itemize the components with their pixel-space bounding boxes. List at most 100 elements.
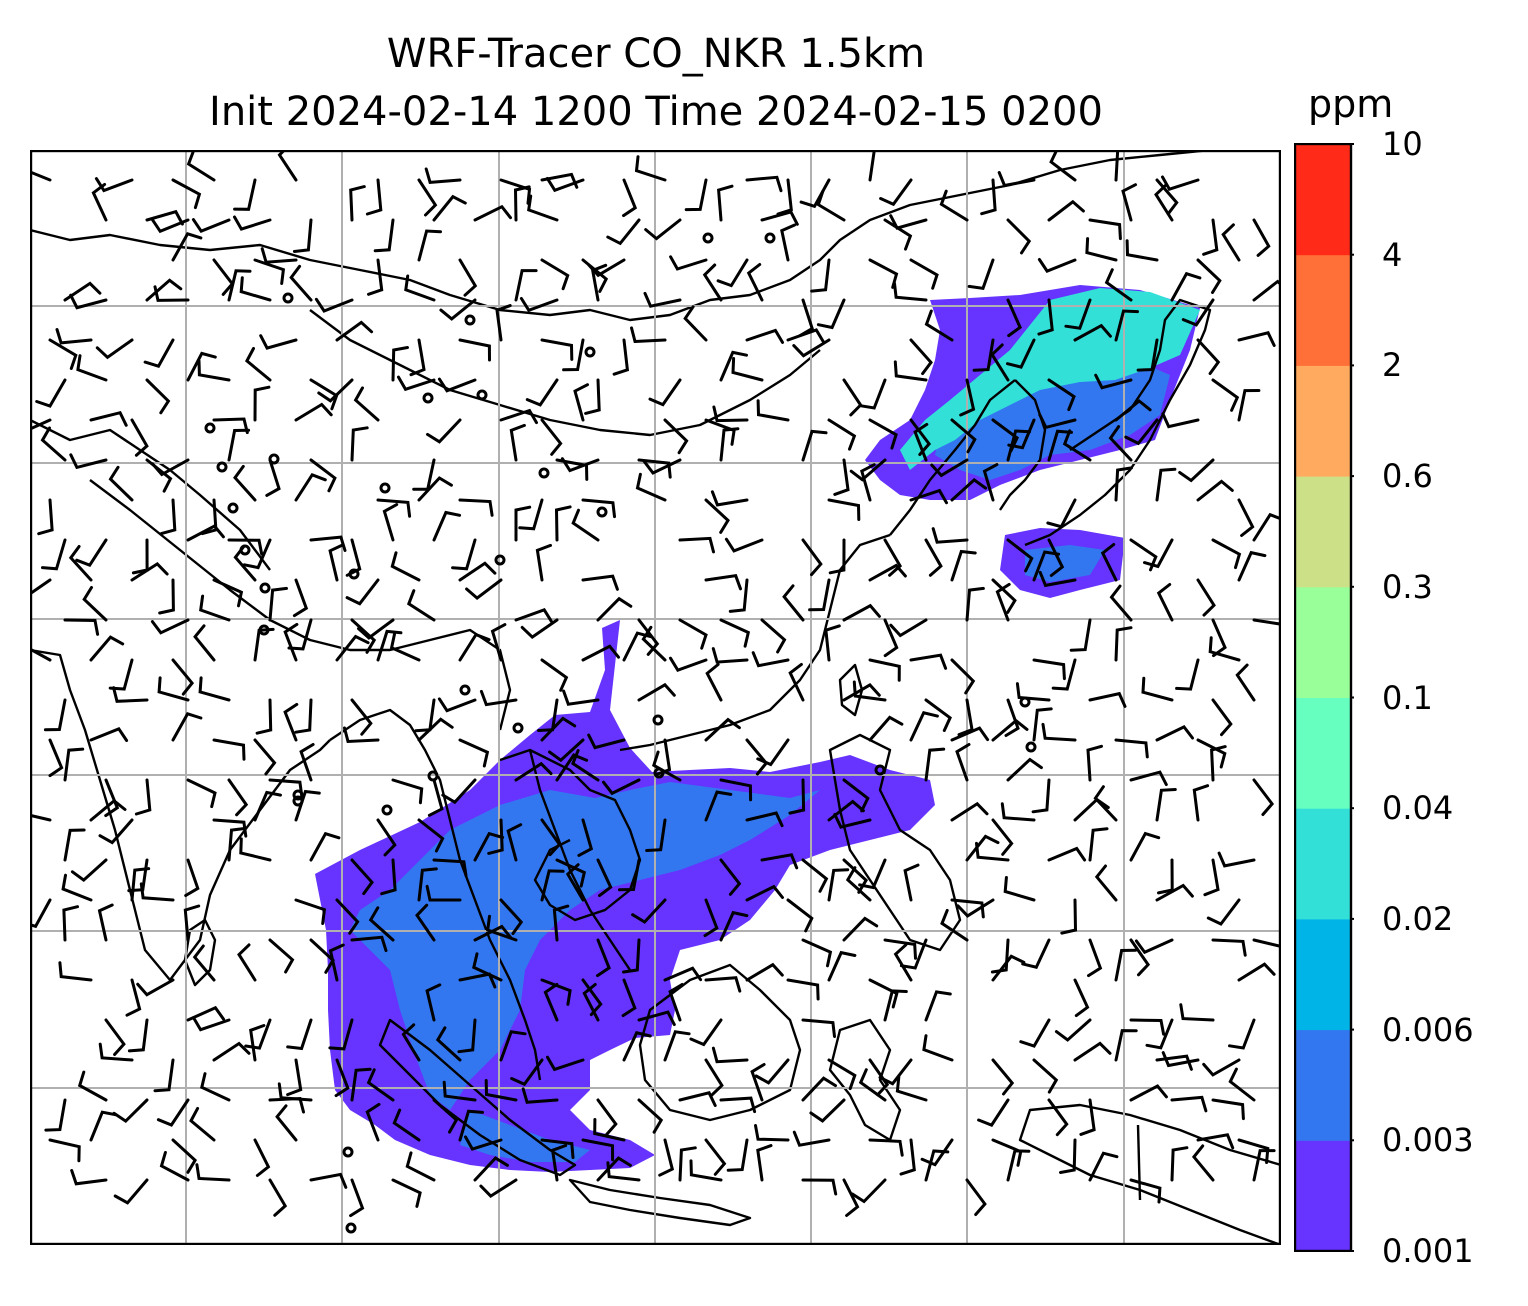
wind-barb xyxy=(495,304,512,342)
wind-barb xyxy=(780,223,797,262)
wind-barb xyxy=(212,818,248,838)
wind-barb xyxy=(1108,425,1133,462)
wind-barb xyxy=(75,538,108,568)
wind-barb xyxy=(965,586,985,622)
wind-barb xyxy=(788,778,806,815)
wind-barb xyxy=(717,184,734,222)
wind-barb xyxy=(668,983,684,1022)
wind-barb xyxy=(1206,898,1241,926)
wind-barb xyxy=(634,155,667,182)
wind-barb xyxy=(1145,1018,1174,1050)
wind-barb xyxy=(1094,864,1118,902)
wind-barb xyxy=(112,686,149,703)
wind-barb xyxy=(1237,498,1255,537)
wind-barb xyxy=(1124,418,1159,446)
wind-barb xyxy=(1073,323,1112,342)
wind-barb xyxy=(1203,858,1220,897)
wind-barb xyxy=(858,378,887,410)
wind-barb xyxy=(712,405,749,423)
wind-barb xyxy=(44,1098,67,1132)
wind-barb xyxy=(334,1058,350,1098)
wind-barb xyxy=(883,218,913,251)
wind-barb xyxy=(373,218,395,253)
wind-barb xyxy=(227,428,251,462)
wind-barb xyxy=(349,185,366,222)
wind-barb xyxy=(1037,298,1054,336)
wind-barb xyxy=(587,733,626,750)
wind-barb xyxy=(868,978,899,1009)
wind-barb xyxy=(414,698,436,733)
wind-barb xyxy=(77,1070,108,1102)
calm-wind-circle xyxy=(342,1146,354,1158)
wind-barb xyxy=(593,1118,626,1142)
wind-barb xyxy=(186,524,225,542)
wind-barb xyxy=(868,150,890,182)
wind-barb xyxy=(991,1058,1015,1096)
wind-barb xyxy=(380,858,397,896)
colorbar-bin xyxy=(1295,365,1351,477)
calm-wind-circle xyxy=(459,684,471,696)
wind-barb xyxy=(950,549,977,582)
wind-barb xyxy=(1129,1178,1162,1204)
wind-barb xyxy=(227,826,247,862)
wind-barb xyxy=(249,1024,266,1062)
wind-barb xyxy=(683,305,708,342)
wind-barb xyxy=(490,623,507,662)
wind-barb xyxy=(801,1076,837,1102)
wind-barb xyxy=(1196,1133,1235,1150)
wind-barb xyxy=(486,914,518,942)
wind-barb xyxy=(1136,338,1159,372)
wind-barb xyxy=(427,778,444,817)
wind-barb xyxy=(745,884,784,902)
wind-barb xyxy=(1129,831,1161,862)
wind-barb xyxy=(472,952,503,982)
wind-barb xyxy=(868,563,907,582)
wind-barb xyxy=(1143,538,1174,569)
wind-barb xyxy=(786,898,814,933)
wind-barb xyxy=(889,214,928,230)
wind-barb xyxy=(48,1138,81,1163)
wind-barb xyxy=(69,293,108,310)
wind-barb xyxy=(294,789,321,822)
wind-barb xyxy=(268,1178,288,1217)
wind-barbs xyxy=(30,150,1281,1218)
wind-barb xyxy=(404,274,436,302)
wind-barb xyxy=(294,698,313,734)
wind-barb xyxy=(30,578,52,596)
wind-barb xyxy=(756,738,790,767)
wind-barb xyxy=(678,1146,697,1182)
wind-barb xyxy=(1006,429,1032,462)
wind-barb xyxy=(980,178,997,216)
wind-barb xyxy=(776,178,793,216)
wind-barb xyxy=(309,831,341,862)
wind-barb xyxy=(637,618,660,656)
map-canvas xyxy=(30,150,1281,1245)
wind-barb xyxy=(562,689,600,706)
wind-barb xyxy=(827,868,850,902)
wind-barb xyxy=(842,916,879,942)
wind-barb xyxy=(376,498,412,518)
wind-barb xyxy=(409,338,426,377)
colorbar-tick-label: 0.6 xyxy=(1382,457,1433,496)
wind-barb xyxy=(750,1063,766,1102)
wind-barb xyxy=(920,1138,954,1167)
wind-barb xyxy=(357,618,395,640)
wind-barb xyxy=(521,1087,559,1104)
wind-barb xyxy=(63,618,100,636)
wind-barb xyxy=(513,185,531,222)
wind-barb xyxy=(1049,150,1077,182)
wind-barb xyxy=(432,510,462,542)
colorbar-unit-label: ppm xyxy=(1308,82,1394,126)
wind-barb xyxy=(227,538,264,556)
wind-barb xyxy=(345,578,380,606)
wind-barb xyxy=(731,357,764,382)
wind-barb xyxy=(596,858,613,898)
wind-barb xyxy=(127,858,149,893)
wind-barb xyxy=(514,761,553,782)
wind-barb xyxy=(139,882,175,902)
wind-barb xyxy=(391,778,424,805)
wind-barb xyxy=(540,978,572,1006)
wind-barb xyxy=(1237,331,1276,347)
wind-barb xyxy=(458,498,494,517)
wind-barb xyxy=(520,618,559,640)
